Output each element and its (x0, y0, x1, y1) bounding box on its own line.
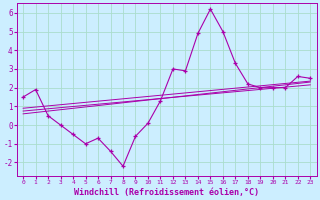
X-axis label: Windchill (Refroidissement éolien,°C): Windchill (Refroidissement éolien,°C) (74, 188, 259, 197)
